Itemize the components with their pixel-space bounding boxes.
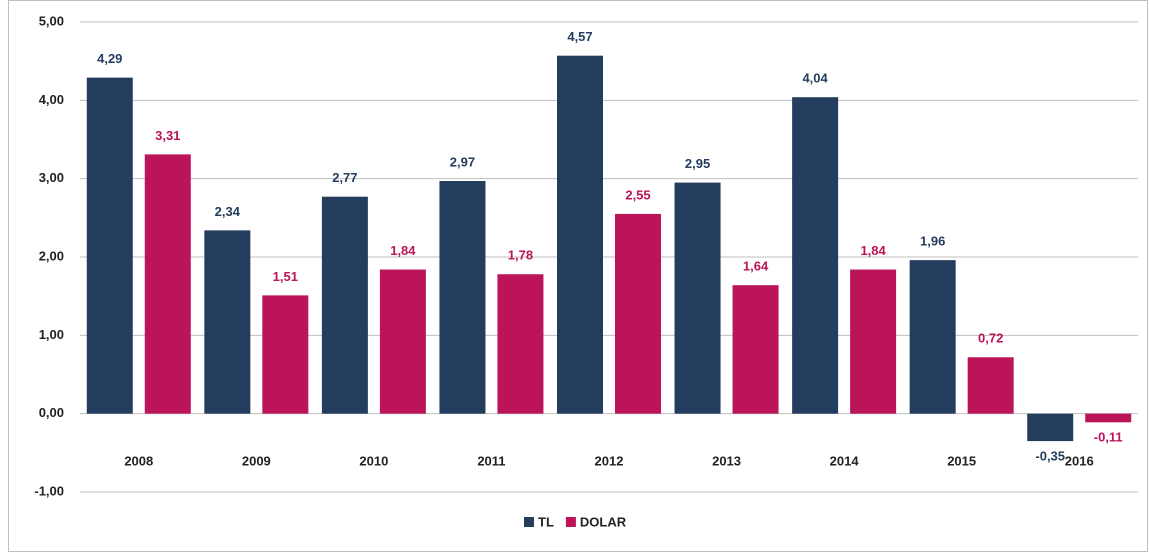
x-tick-label: 2016 bbox=[1065, 453, 1094, 468]
value-label: 2,97 bbox=[450, 154, 475, 169]
x-tick-label: 2010 bbox=[359, 453, 388, 468]
value-label: 3,31 bbox=[155, 128, 180, 143]
legend-label: TL bbox=[538, 514, 554, 529]
y-tick-label: 4,00 bbox=[39, 92, 64, 107]
bar bbox=[850, 269, 897, 414]
legend-swatch bbox=[565, 517, 576, 527]
bar bbox=[204, 230, 251, 414]
value-label: 2,55 bbox=[625, 187, 650, 202]
value-label: 2,77 bbox=[332, 170, 357, 185]
value-label: 4,04 bbox=[802, 71, 828, 86]
x-tick-label: 2011 bbox=[477, 453, 505, 468]
value-label: 1,78 bbox=[508, 248, 533, 263]
bar bbox=[732, 285, 779, 414]
value-label: 1,84 bbox=[390, 243, 416, 258]
x-tick-label: 2009 bbox=[242, 453, 271, 468]
value-label: 4,57 bbox=[567, 29, 592, 44]
value-label: 4,29 bbox=[97, 51, 122, 66]
bar bbox=[967, 357, 1014, 414]
y-tick-label: 5,00 bbox=[39, 13, 64, 28]
bar bbox=[439, 181, 486, 414]
y-tick-label: 1,00 bbox=[39, 327, 64, 342]
y-tick-label: 3,00 bbox=[39, 170, 64, 185]
x-tick-label: 2015 bbox=[947, 453, 976, 468]
value-label: 1,96 bbox=[920, 234, 945, 249]
value-label: 2,95 bbox=[685, 156, 710, 171]
value-label: 0,72 bbox=[978, 331, 1003, 346]
value-label: -0,11 bbox=[1094, 430, 1123, 445]
y-tick-label: 2,00 bbox=[39, 248, 64, 263]
bar bbox=[674, 182, 721, 414]
legend-swatch bbox=[524, 517, 534, 527]
x-tick-label: 2013 bbox=[712, 453, 741, 468]
chart-frame bbox=[8, 0, 1148, 552]
bar bbox=[144, 154, 191, 414]
y-tick-label: -1,00 bbox=[34, 483, 64, 498]
bar bbox=[792, 97, 839, 414]
bar bbox=[615, 213, 661, 414]
value-label: 1,51 bbox=[273, 269, 298, 284]
value-label: 2,34 bbox=[215, 204, 241, 219]
bar bbox=[557, 55, 603, 414]
bar bbox=[909, 260, 956, 414]
y-tick-label: 0,00 bbox=[39, 405, 64, 420]
value-label: -0,35 bbox=[1035, 449, 1065, 464]
value-label: 1,84 bbox=[860, 243, 886, 258]
bar bbox=[86, 77, 133, 414]
legend-label: DOLAR bbox=[580, 514, 627, 529]
bar bbox=[262, 295, 309, 414]
bar bbox=[321, 196, 368, 414]
x-tick-label: 2014 bbox=[830, 453, 860, 468]
bar bbox=[379, 269, 426, 414]
value-label: 1,64 bbox=[743, 259, 769, 274]
bar bbox=[497, 274, 544, 414]
bar bbox=[1027, 413, 1074, 442]
x-tick-label: 2012 bbox=[595, 453, 624, 468]
x-tick-label: 2008 bbox=[124, 453, 153, 468]
bar bbox=[1085, 413, 1132, 423]
